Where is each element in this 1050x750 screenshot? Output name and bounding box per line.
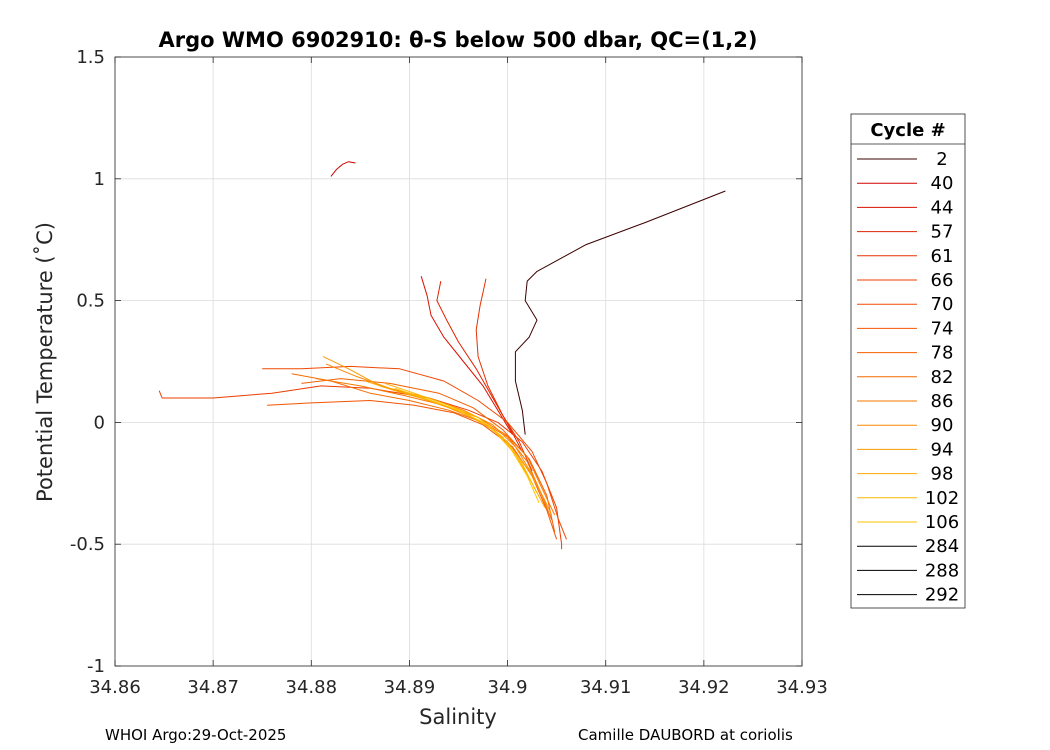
legend-label-292: 292 xyxy=(925,585,959,606)
series-line-66 xyxy=(158,385,563,550)
series-line-90 xyxy=(325,363,548,506)
legend-label-102: 102 xyxy=(925,488,959,509)
legend-label-98: 98 xyxy=(931,464,954,485)
legend-title: Cycle # xyxy=(870,120,945,141)
y-tick-label: -1 xyxy=(87,656,105,677)
legend-label-74: 74 xyxy=(931,318,954,339)
x-tick-label: 34.93 xyxy=(776,677,828,698)
legend-label-82: 82 xyxy=(931,367,954,388)
series-line-40 xyxy=(330,161,356,177)
y-axis-label: Potential Temperature (˚C) xyxy=(33,222,57,502)
legend-label-90: 90 xyxy=(931,415,954,436)
series-line-44 xyxy=(420,276,513,435)
x-tick-label: 34.9 xyxy=(488,677,528,698)
legend-label-66: 66 xyxy=(931,270,954,291)
plot-frame xyxy=(114,56,803,667)
legend-label-57: 57 xyxy=(931,222,954,243)
legend-box xyxy=(850,113,966,609)
x-tick-label: 34.91 xyxy=(580,677,632,698)
y-tick-label: 0 xyxy=(94,412,105,433)
legend-label-284: 284 xyxy=(925,536,959,557)
x-tick-label: 34.86 xyxy=(89,677,141,698)
legend-label-70: 70 xyxy=(931,294,954,315)
series-line-94 xyxy=(322,356,553,516)
series-layer xyxy=(158,161,726,550)
footer-right: Camille DAUBORD at coriolis xyxy=(578,726,793,744)
x-tick-label: 34.87 xyxy=(187,677,239,698)
series-line-106 xyxy=(394,387,540,504)
y-tick-label: 1 xyxy=(94,169,105,190)
series-line-102 xyxy=(384,382,538,494)
chart-title: Argo WMO 6902910: θ-S below 500 dbar, QC… xyxy=(159,28,758,52)
y-tick-label: -0.5 xyxy=(70,534,105,555)
legend-label-106: 106 xyxy=(925,512,959,533)
series-line-2 xyxy=(514,190,726,435)
x-axis-label: Salinity xyxy=(419,705,497,729)
x-tick-label: 34.88 xyxy=(286,677,338,698)
y-tick-label: 0.5 xyxy=(76,291,105,312)
legend-label-44: 44 xyxy=(931,197,954,218)
legend-label-2: 2 xyxy=(936,149,947,170)
legend-label-86: 86 xyxy=(931,391,954,412)
legend-label-288: 288 xyxy=(925,560,959,581)
legend-items: 2 40 44 57 61 66 70 74 78 82 86 90 94 98 102 106 284 288 2… xyxy=(857,149,959,606)
series-line-78 xyxy=(301,378,556,533)
legend-label-94: 94 xyxy=(931,439,954,460)
y-tick-label: 1.5 xyxy=(76,47,105,68)
series-line-74 xyxy=(267,400,558,540)
x-tick-label: 34.92 xyxy=(678,677,730,698)
axis-ticks: 34.86 34.87 34.88 34.89 34.9 34.91 34.92 34.93 -… xyxy=(70,47,828,698)
footer-left: WHOI Argo:29-Oct-2025 xyxy=(105,726,287,744)
legend-label-61: 61 xyxy=(931,246,954,267)
x-tick-label: 34.89 xyxy=(384,677,436,698)
legend: Cycle # 2 40 44 57 61 66 70 74 78 82 86 90 94 98 102 10… xyxy=(850,113,966,609)
legend-label-40: 40 xyxy=(931,173,954,194)
plot-area xyxy=(115,57,802,666)
legend-label-78: 78 xyxy=(931,343,954,364)
